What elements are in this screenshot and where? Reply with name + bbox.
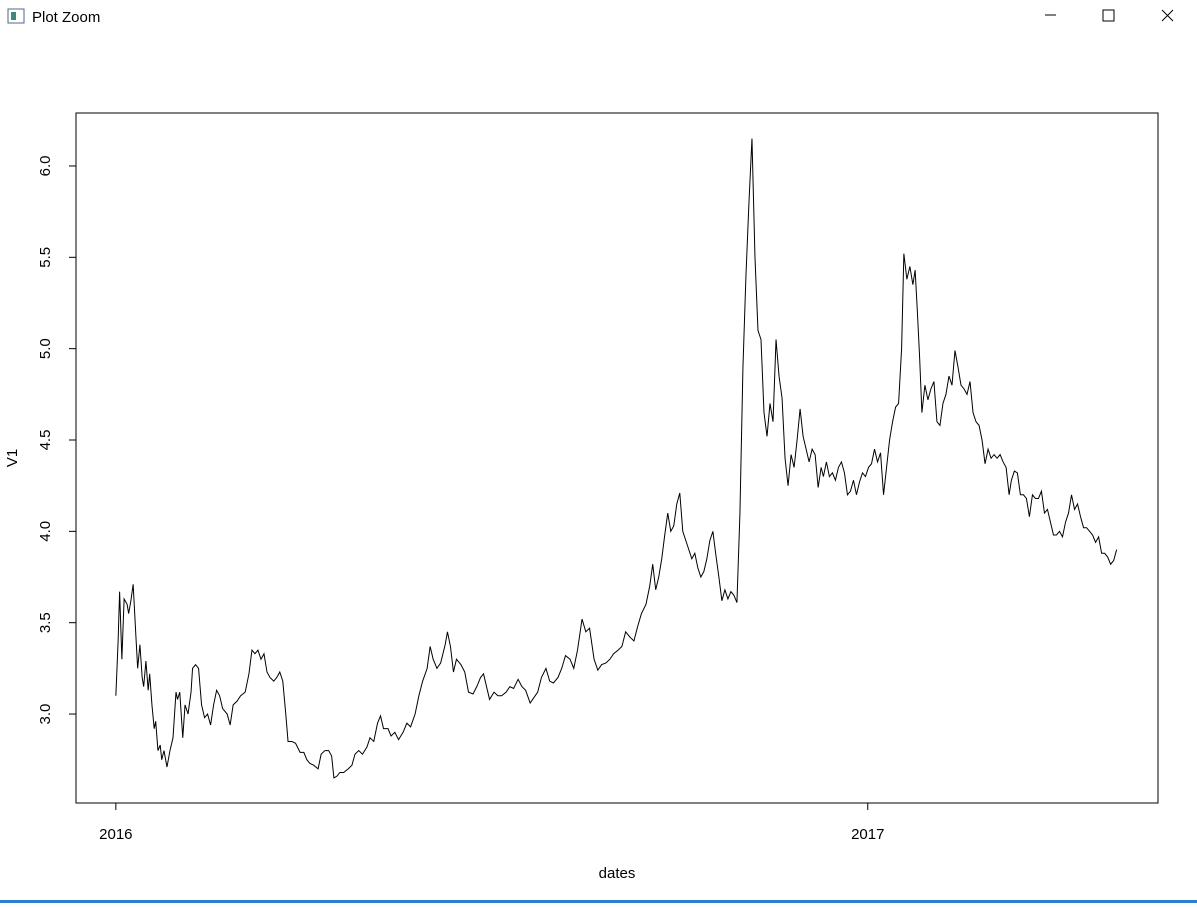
x-tick-label: 2017 <box>851 826 884 843</box>
y-tick-label: 4.0 <box>37 521 54 542</box>
y-tick-label: 3.5 <box>37 612 54 633</box>
series-line <box>115 138 1118 779</box>
window-border <box>0 900 1197 903</box>
y-tick-label: 3.0 <box>37 704 54 725</box>
y-tick-label: 6.0 <box>37 156 54 177</box>
plot-box <box>75 112 1159 804</box>
y-tick-label: 5.5 <box>37 247 54 268</box>
maximize-button[interactable] <box>1102 9 1115 22</box>
y-axis-label: V1 <box>4 449 21 467</box>
y-tick-label: 5.0 <box>37 338 54 359</box>
close-button[interactable] <box>1161 9 1174 22</box>
x-tick-label: 2016 <box>99 826 132 843</box>
x-axis-label: dates <box>599 865 636 882</box>
title-bar: Plot Zoom <box>7 8 1174 26</box>
window-title: Plot Zoom <box>32 9 100 26</box>
app-icon-detail <box>11 12 16 20</box>
y-tick-label: 4.5 <box>37 430 54 451</box>
